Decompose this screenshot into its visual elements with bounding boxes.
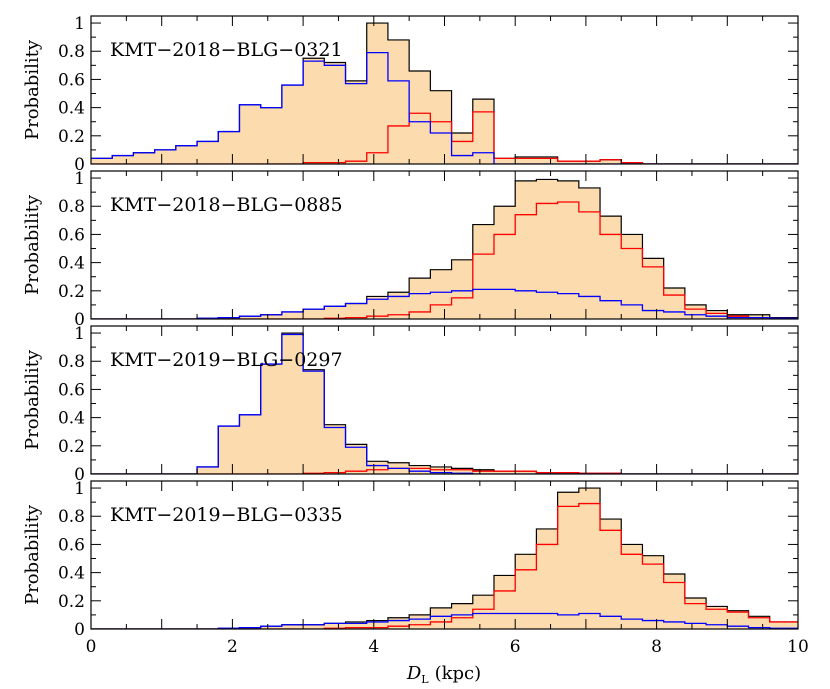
total-fill-area <box>91 23 798 164</box>
panel-title: KMT−2019−BLG−0335 <box>110 504 343 526</box>
x-tick-label: 10 <box>787 637 809 657</box>
red-histogram-line <box>91 502 798 629</box>
y-tick-label: 0.8 <box>58 507 85 527</box>
blue-histogram-line <box>91 612 798 629</box>
x-tick-label: 8 <box>651 637 662 657</box>
total-fill-area <box>91 333 798 474</box>
y-tick-label: 0 <box>74 620 85 640</box>
y-tick-label: 0.2 <box>58 127 85 147</box>
red-histogram-line <box>91 111 798 164</box>
y-axis-label: Probability <box>22 349 43 450</box>
y-tick-label: 0.6 <box>58 535 85 555</box>
red-histogram-line <box>91 467 798 474</box>
y-axis-label: Probability <box>22 194 43 295</box>
panel-3: 0 0.2 0.4 0.6 0.8 1 Probability KMT−2019−BLG−02… <box>22 324 799 485</box>
x-tick-label: 6 <box>510 637 521 657</box>
x-tick-label: 4 <box>368 637 379 657</box>
plot-area <box>91 178 798 319</box>
y-tick-label: 1 <box>74 324 85 344</box>
y-tick-label: 0.6 <box>58 380 85 400</box>
y-axis-label: Probability <box>22 39 43 140</box>
x-tick-label: 0 <box>86 637 97 657</box>
x-tick-label: 2 <box>227 637 238 657</box>
y-tick-label: 0 <box>74 155 85 175</box>
y-tick-label: 0.4 <box>58 254 85 274</box>
x-axis-label-symbol: D <box>406 663 422 684</box>
panel-2: 0 0.2 0.4 0.6 0.8 1 Probability KMT−2018−BLG−08… <box>22 169 799 330</box>
panels: 0 0.2 0.4 0.6 0.8 1 Probability KMT−2018−BLG−03… <box>22 14 809 657</box>
y-tick-label: 0.2 <box>58 282 85 302</box>
blue-histogram-line <box>91 51 798 164</box>
panel-title: KMT−2018−BLG−0321 <box>110 39 343 61</box>
y-tick-label: 1 <box>74 479 85 499</box>
x-axis-label-subscript: L <box>421 673 429 686</box>
blue-histogram-line <box>91 288 798 319</box>
x-axis-label: DL (kpc) <box>406 663 481 686</box>
y-tick-label: 0.4 <box>58 99 85 119</box>
red-histogram-line <box>91 201 798 319</box>
panel-title: KMT−2019−BLG−0297 <box>110 349 343 371</box>
panel-1: 0 0.2 0.4 0.6 0.8 1 Probability KMT−2018−BLG−03… <box>22 14 799 175</box>
y-tick-label: 0.8 <box>58 197 85 217</box>
y-tick-label: 0.2 <box>58 592 85 612</box>
y-tick-label: 0.4 <box>58 564 85 584</box>
y-tick-label: 0 <box>74 465 85 485</box>
y-tick-label: 0.6 <box>58 70 85 90</box>
y-tick-label: 1 <box>74 169 85 189</box>
y-tick-label: 0.4 <box>58 409 85 429</box>
panel-title: KMT−2018−BLG−0885 <box>110 194 343 216</box>
x-axis-label-unit: (kpc) <box>435 663 482 684</box>
y-axis-label: Probability <box>22 504 43 605</box>
y-tick-label: 1 <box>74 14 85 34</box>
y-tick-label: 0.2 <box>58 437 85 457</box>
y-tick-label: 0.6 <box>58 225 85 245</box>
y-tick-label: 0 <box>74 310 85 330</box>
blue-histogram-line <box>91 333 798 474</box>
y-tick-label: 0.8 <box>58 42 85 62</box>
plot-area <box>91 487 798 629</box>
y-tick-label: 0.8 <box>58 352 85 372</box>
total-fill-area <box>91 179 798 319</box>
